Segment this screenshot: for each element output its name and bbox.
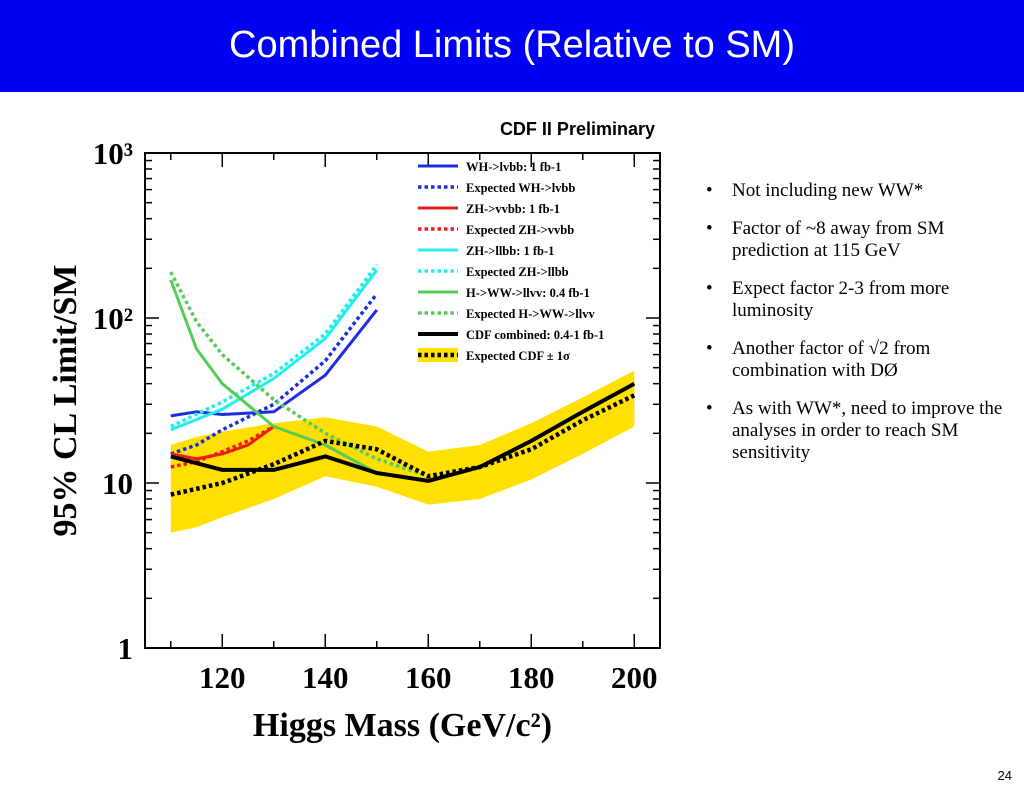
x-tick-label: 200: [611, 660, 658, 695]
legend-label: WH->lvbb: 1 fb-1: [466, 160, 561, 174]
bullet-item: • Another factor of √2 from combination w…: [706, 338, 1018, 382]
x-axis-label: Higgs Mass (GeV/c²): [253, 707, 552, 744]
series-line: [170, 381, 636, 483]
series-line: [170, 425, 275, 461]
legend-label: Expected ZH->llbb: [466, 265, 569, 279]
series-line: [170, 269, 378, 432]
series-line: [170, 393, 636, 497]
plot-frame: [144, 152, 661, 649]
bullet-item: • As with WW*, need to improve the analys…: [706, 398, 1018, 464]
y-tick-label: 1: [118, 631, 134, 666]
legend-label: ZH->vvbb: 1 fb-1: [466, 202, 560, 216]
slide-title: Combined Limits (Relative to SM): [229, 24, 795, 66]
chart-title: CDF II Preliminary: [500, 119, 655, 139]
legend-label: CDF combined: 0.4-1 fb-1: [466, 328, 604, 342]
bullet-dot: •: [706, 180, 713, 201]
bullet-text: Factor of ~8 away from SM prediction at …: [732, 218, 945, 261]
x-tick-label: 160: [405, 660, 452, 695]
bullet-text: Another factor of √2 from combination wi…: [732, 338, 931, 381]
legend-label: H->WW->llvv: 0.4 fb-1: [466, 286, 590, 300]
series-line: [170, 263, 379, 429]
bullet-dot: •: [706, 398, 713, 419]
series-line: [169, 279, 378, 475]
legend-label: Expected CDF ± 1σ: [466, 349, 570, 363]
bullet-text: Expect factor 2-3 from more luminosity: [732, 278, 950, 321]
bullet-dot: •: [706, 218, 713, 239]
x-tick-label: 140: [302, 660, 349, 695]
y-tick-label: 10²: [93, 301, 133, 336]
bullet-dot: •: [706, 278, 713, 299]
expected-band: [170, 370, 635, 533]
bullet-item: • Not including new WW*: [706, 180, 1018, 202]
series-line: [170, 308, 378, 418]
bullet-item: • Expect factor 2-3 from more luminosity: [706, 278, 1018, 322]
legend-label: Expected WH->lvbb: [466, 181, 575, 195]
legend-label: ZH->llbb: 1 fb-1: [466, 244, 554, 258]
page-number: 24: [997, 768, 1012, 783]
bullet-dot: •: [706, 338, 713, 359]
limits-chart: 120 140 160 180 200 1 10 10² 10³ Higgs Mass (GeV/…: [47, 119, 661, 744]
y-tick-label: 10: [102, 466, 133, 501]
y-tick-label: 10³: [93, 136, 133, 171]
slide-title-bar: Combined Limits (Relative to SM): [0, 0, 1024, 92]
y-axis-label: 95% CL Limit/SM: [47, 264, 84, 536]
bullet-text: Not including new WW*: [732, 180, 924, 201]
bullet-item: • Factor of ~8 away from SM prediction at…: [706, 218, 1018, 262]
bullet-list: • Not including new WW* • Factor of ~8 awa…: [706, 180, 1018, 480]
series-line: [170, 424, 275, 469]
x-tick-label: 180: [508, 660, 555, 695]
series-line: [170, 292, 379, 456]
legend-label: Expected ZH->vvbb: [466, 223, 574, 237]
x-tick-label: 120: [199, 660, 246, 695]
legend-label: Expected H->WW->llvv: [466, 307, 595, 321]
bullet-text: As with WW*, need to improve the analyse…: [732, 398, 1003, 463]
